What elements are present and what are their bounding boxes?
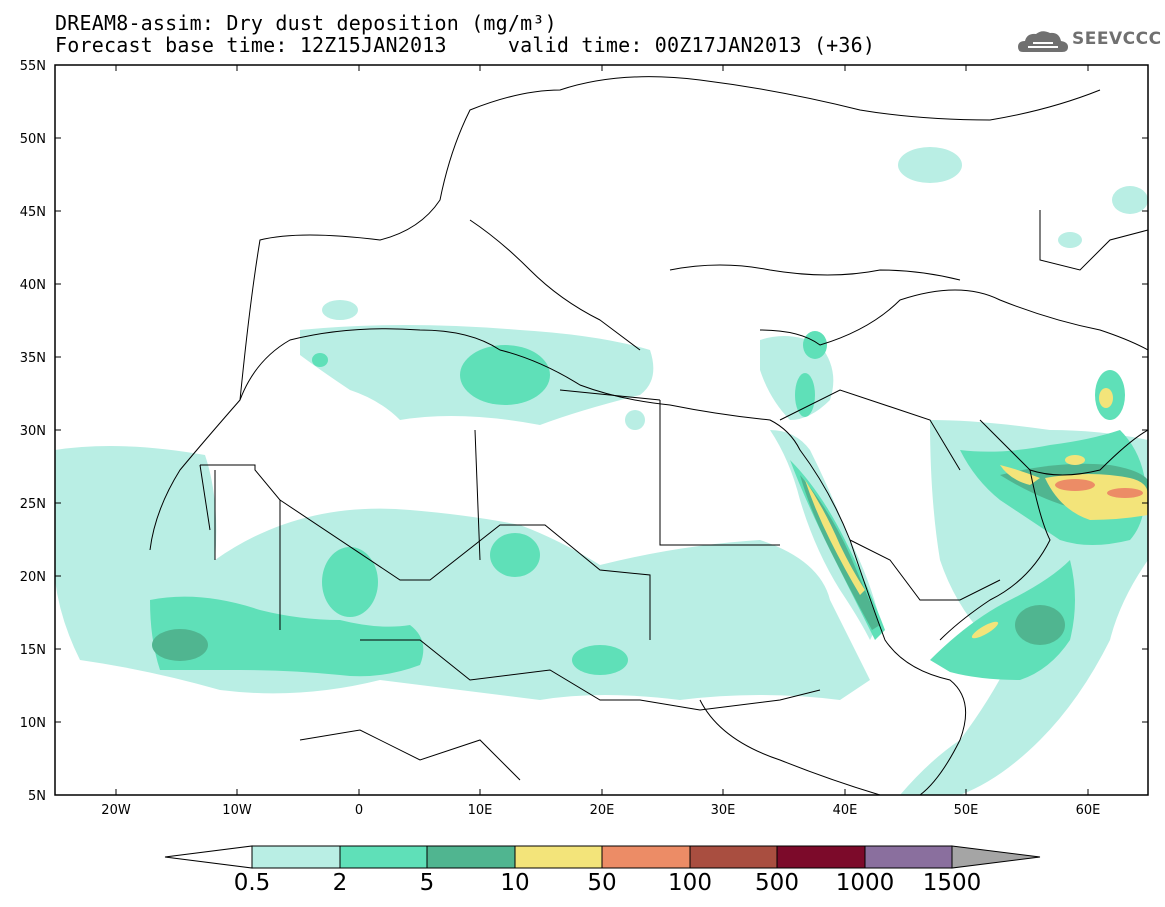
country-borders xyxy=(149,76,1148,795)
level-50-areas xyxy=(1055,479,1143,498)
lat-label: 50N xyxy=(20,132,46,147)
lat-label: 55N xyxy=(20,59,46,74)
colorbar-low-arrow xyxy=(164,845,253,869)
colorbar-swatch xyxy=(426,845,516,869)
lon-label: 10E xyxy=(468,803,493,818)
lat-label: 15N xyxy=(20,643,46,658)
logo-text: SEEVCCC xyxy=(1072,29,1162,49)
colorbar-label: 2 xyxy=(332,870,348,896)
lon-label: 20E xyxy=(590,803,615,818)
lat-label: 30N xyxy=(20,424,46,439)
colorbar-label: 500 xyxy=(755,870,799,896)
lon-label: 20W xyxy=(101,803,131,818)
colorbar-label: 1000 xyxy=(835,870,895,896)
colorbar-label: 0.5 xyxy=(233,870,271,896)
forecast-times: Forecast base time: 12Z15JAN2013 valid t… xyxy=(55,33,876,57)
lon-label: 50E xyxy=(954,803,979,818)
lon-label: 0 xyxy=(355,803,363,818)
lat-label: 20N xyxy=(20,570,46,585)
lon-label: 40E xyxy=(833,803,858,818)
colorbar-swatch xyxy=(864,845,953,869)
lat-label: 10N xyxy=(20,716,46,731)
colorbar-swatch xyxy=(689,845,778,869)
lon-label: 30E xyxy=(711,803,736,818)
colorbar-label: 100 xyxy=(668,870,712,896)
map-title: DREAM8-assim: Dry dust deposition (mg/m³… xyxy=(55,11,557,35)
lat-label: 45N xyxy=(20,205,46,220)
axis-ticks xyxy=(55,64,1148,796)
lon-label: 60E xyxy=(1076,803,1101,818)
colorbar-swatch xyxy=(776,845,866,869)
colorbar xyxy=(164,845,1041,869)
lat-label: 5N xyxy=(28,789,46,804)
cloud-logo-icon xyxy=(1018,31,1068,52)
latitude-labels: 55N 50N 45N 40N 35N 30N 25N 20N 15N 10N … xyxy=(20,59,46,804)
lat-label: 25N xyxy=(20,497,46,512)
colorbar-swatch xyxy=(251,845,341,869)
colorbar-high-arrow xyxy=(951,845,1041,869)
colorbar-label: 5 xyxy=(419,870,435,896)
lat-label: 35N xyxy=(20,351,46,366)
colorbar-swatch xyxy=(339,845,428,869)
colorbar-label: 1500 xyxy=(922,870,982,896)
colorbar-swatch xyxy=(514,845,603,869)
lon-label: 10W xyxy=(222,803,252,818)
colorbar-label: 10 xyxy=(500,870,530,896)
longitude-labels: 20W 10W 0 10E 20E 30E 40E 50E 60E xyxy=(101,803,1100,818)
colorbar-swatch xyxy=(601,845,691,869)
lat-label: 40N xyxy=(20,278,46,293)
dust-field xyxy=(55,147,1148,795)
colorbar-label: 50 xyxy=(587,870,617,896)
